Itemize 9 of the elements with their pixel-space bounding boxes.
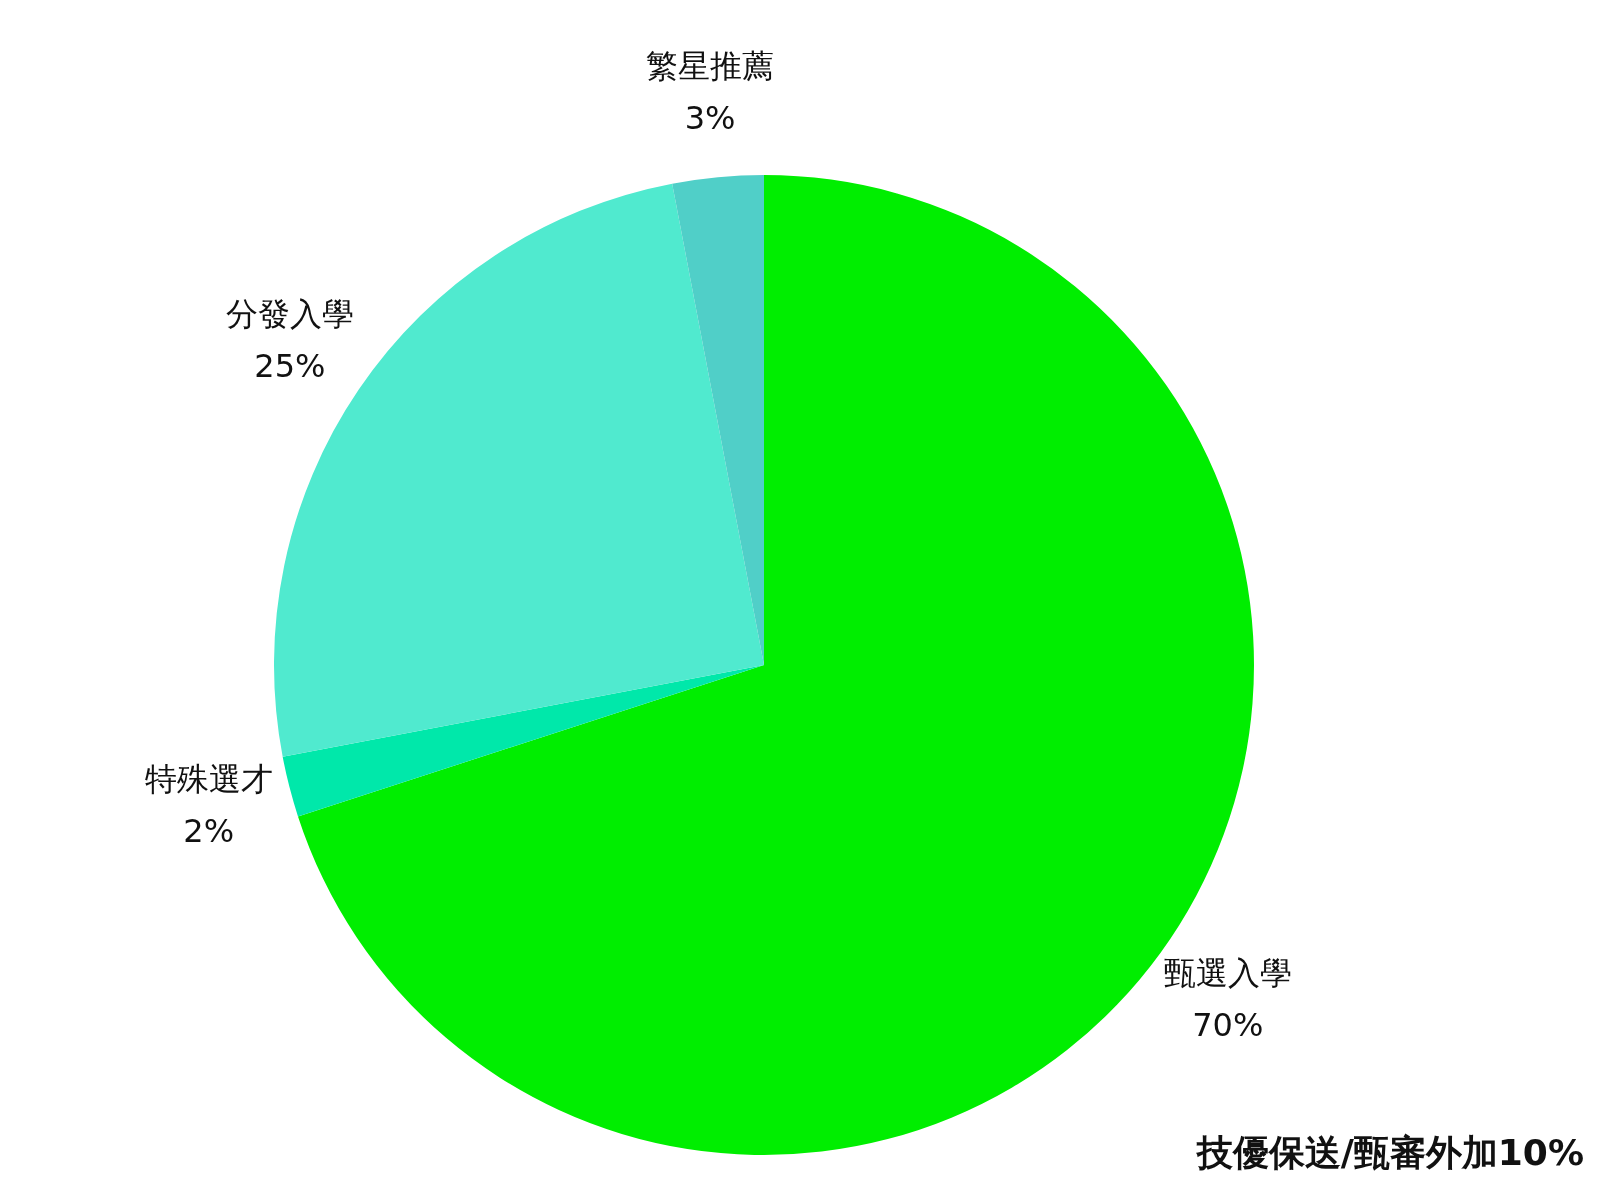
slice-label: 特殊選才 xyxy=(144,759,273,798)
data-label: 25% xyxy=(254,347,326,386)
data-label: 3% xyxy=(684,98,736,137)
data-label: 70% xyxy=(1192,1006,1264,1045)
text: 技優保送/甄審外加10% xyxy=(1196,1131,1584,1175)
slice-label: 分發入學 xyxy=(225,295,354,334)
slice-label: 甄選入學 xyxy=(1163,954,1292,993)
data-label: 2% xyxy=(183,811,235,850)
slice-label: 繁星推薦 xyxy=(646,46,775,85)
